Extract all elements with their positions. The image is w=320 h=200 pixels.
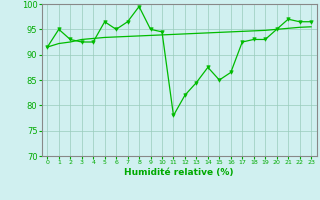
- X-axis label: Humidité relative (%): Humidité relative (%): [124, 168, 234, 177]
